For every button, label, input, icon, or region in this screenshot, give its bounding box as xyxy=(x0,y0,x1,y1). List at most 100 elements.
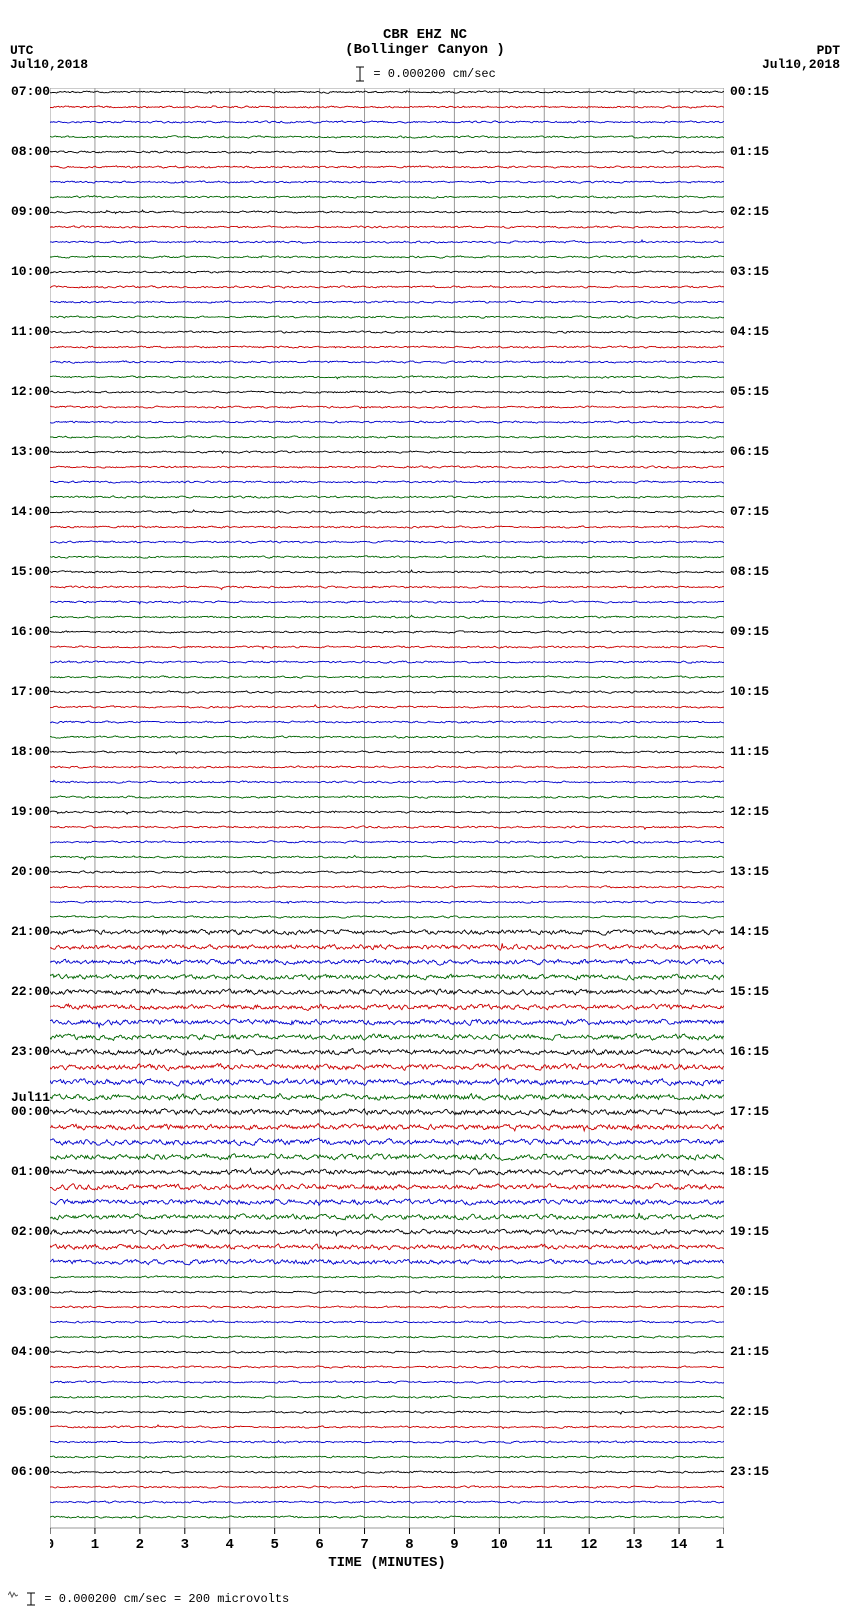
trace-row xyxy=(50,1124,724,1131)
pdt-hour-label: 09:15 xyxy=(730,624,790,639)
trace-row xyxy=(50,1411,724,1414)
trace-row xyxy=(50,721,724,723)
pdt-hour-label: 19:15 xyxy=(730,1224,790,1239)
trace-row xyxy=(50,631,724,633)
trace-row xyxy=(50,989,724,995)
trace-row xyxy=(50,526,724,528)
trace-row xyxy=(50,466,724,468)
trace-row xyxy=(50,1351,724,1353)
trace-row xyxy=(50,646,724,649)
trace-row xyxy=(50,346,724,348)
trace-row xyxy=(50,1486,724,1488)
pdt-hour-label: 11:15 xyxy=(730,744,790,759)
utc-hour-label: 11:00 xyxy=(0,324,50,339)
tz-right: PDT Jul10,2018 xyxy=(762,44,840,72)
station-name: (Bollinger Canyon ) xyxy=(0,43,850,58)
trace-row xyxy=(50,541,724,544)
svg-text:1: 1 xyxy=(91,1537,99,1553)
trace-row xyxy=(50,811,724,814)
station-code: CBR EHZ NC xyxy=(0,28,850,43)
trace-row xyxy=(50,1199,724,1205)
pdt-hour-label: 10:15 xyxy=(730,684,790,699)
trace-row xyxy=(50,240,724,243)
pdt-hour-label: 06:15 xyxy=(730,444,790,459)
trace-row xyxy=(50,151,724,153)
trace-row xyxy=(50,929,724,935)
trace-row xyxy=(50,1320,724,1323)
trace-row xyxy=(50,886,724,889)
utc-hour-label: 10:00 xyxy=(0,264,50,279)
pdt-hour-label: 18:15 xyxy=(730,1164,790,1179)
utc-hour-label: 14:00 xyxy=(0,504,50,519)
utc-hour-label: 19:00 xyxy=(0,804,50,819)
utc-hour-label: 21:00 xyxy=(0,924,50,939)
trace-row xyxy=(50,286,724,289)
trace-row xyxy=(50,615,724,618)
trace-row xyxy=(50,751,724,754)
plot-area: 0123456789101112131415TIME (MINUTES) xyxy=(50,88,724,1528)
trace-row xyxy=(50,1381,724,1384)
svg-text:8: 8 xyxy=(405,1537,413,1553)
scale-bar-icon xyxy=(354,64,366,84)
trace-row xyxy=(50,1244,724,1250)
trace-row xyxy=(50,1078,724,1086)
trace-row xyxy=(50,1396,724,1399)
trace-row xyxy=(50,1306,724,1308)
trace-row xyxy=(50,1168,724,1175)
footer-text: = 0.000200 cm/sec = 200 microvolts xyxy=(44,1592,289,1606)
trace-row xyxy=(50,871,724,874)
trace-row xyxy=(50,1049,724,1056)
utc-hour-label: 01:00 xyxy=(0,1164,50,1179)
trace-row xyxy=(50,705,724,708)
trace-row xyxy=(50,661,724,663)
trace-row xyxy=(50,451,724,453)
pdt-hour-label: 22:15 xyxy=(730,1404,790,1419)
trace-row xyxy=(50,510,724,513)
trace-row xyxy=(50,600,724,604)
trace-row xyxy=(50,1229,724,1235)
trace-row xyxy=(50,586,724,590)
utc-hour-label: 03:00 xyxy=(0,1284,50,1299)
seismogram-container: CBR EHZ NC (Bollinger Canyon ) = 0.00020… xyxy=(0,0,850,1613)
pdt-hour-label: 23:15 xyxy=(730,1464,790,1479)
trace-row xyxy=(50,1064,724,1071)
pdt-hour-label: 08:15 xyxy=(730,564,790,579)
tz-right-label: PDT xyxy=(762,44,840,58)
svg-text:10: 10 xyxy=(491,1537,508,1553)
trace-row xyxy=(50,181,724,183)
trace-row xyxy=(50,1291,724,1293)
trace-row xyxy=(50,1471,724,1473)
trace-row xyxy=(50,916,724,918)
trace-row xyxy=(50,570,724,573)
svg-text:3: 3 xyxy=(181,1537,189,1553)
trace-row xyxy=(50,1259,724,1265)
trace-row xyxy=(50,421,724,423)
pdt-hour-label: 13:15 xyxy=(730,864,790,879)
utc-hour-label: 15:00 xyxy=(0,564,50,579)
trace-row xyxy=(50,91,724,94)
trace-row xyxy=(50,676,724,678)
pdt-hour-label: 14:15 xyxy=(730,924,790,939)
svg-text:13: 13 xyxy=(626,1537,643,1553)
tz-left: UTC Jul10,2018 xyxy=(10,44,88,72)
trace-row xyxy=(50,826,724,829)
trace-row xyxy=(50,974,724,980)
trace-row xyxy=(50,1154,724,1161)
utc-hour-label: 07:00 xyxy=(0,84,50,99)
utc-hour-label: 23:00 xyxy=(0,1044,50,1059)
trace-row xyxy=(50,136,724,139)
trace-row xyxy=(50,1425,724,1429)
utc-hour-label: 20:00 xyxy=(0,864,50,879)
trace-row xyxy=(50,1004,724,1010)
trace-row xyxy=(50,226,724,229)
svg-text:12: 12 xyxy=(581,1537,598,1553)
svg-text:7: 7 xyxy=(360,1537,368,1553)
utc-hour-label: 18:00 xyxy=(0,744,50,759)
trace-row xyxy=(50,106,724,108)
svg-text:2: 2 xyxy=(136,1537,144,1553)
utc-hour-label: 02:00 xyxy=(0,1224,50,1239)
trace-row xyxy=(50,406,724,409)
footer-wiggle-icon xyxy=(8,1588,18,1602)
trace-row xyxy=(50,196,724,199)
pdt-hour-label: 04:15 xyxy=(730,324,790,339)
